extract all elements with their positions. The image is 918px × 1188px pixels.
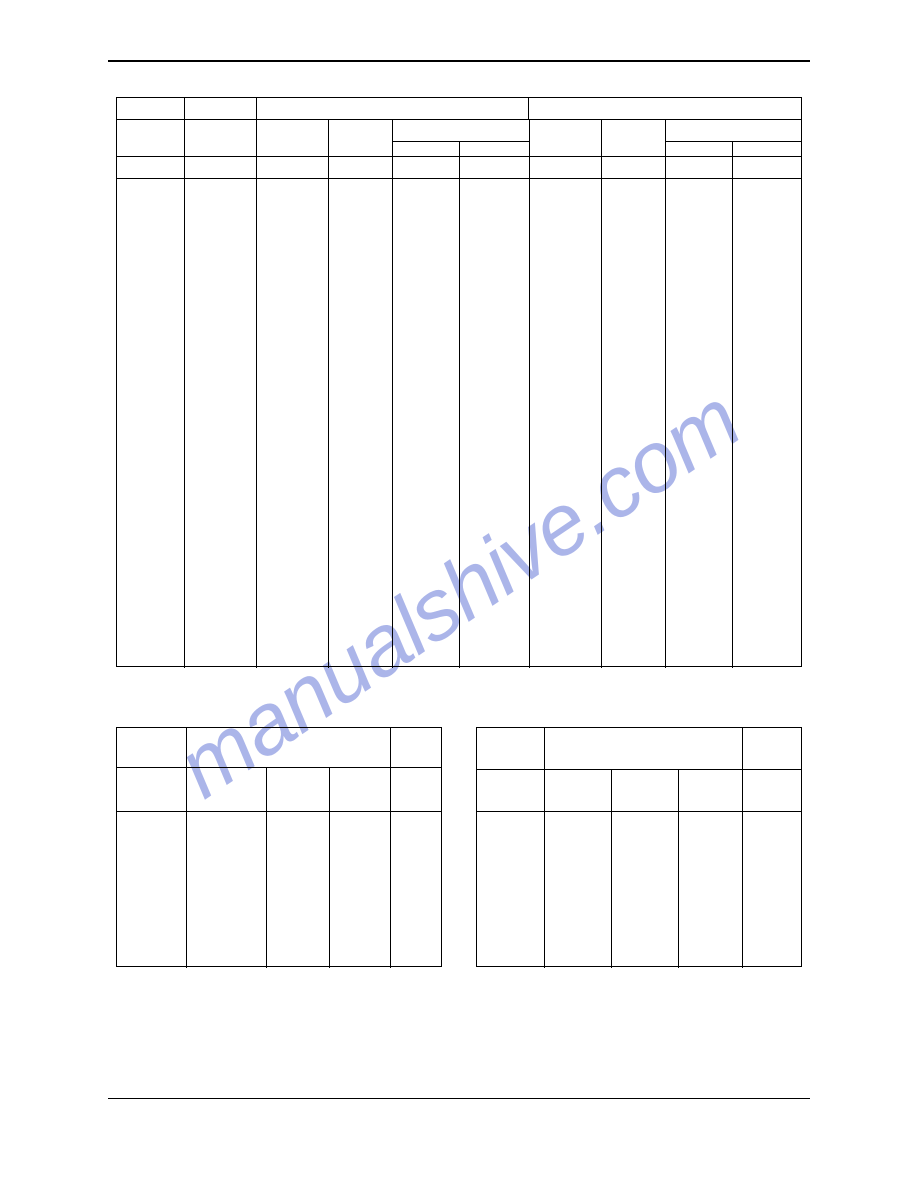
main-table-header-row-1 (117, 98, 801, 120)
cell (393, 157, 460, 178)
cell (329, 142, 393, 156)
cell (666, 157, 733, 178)
right-table-body-col-2 (545, 812, 612, 968)
left-table-col-2-header (187, 768, 267, 811)
cell (117, 768, 187, 811)
main-table-body-col-9 (666, 179, 733, 668)
main-table-body-col-8 (602, 179, 666, 668)
main-table-body-col-10 (733, 179, 802, 668)
cell (477, 770, 545, 811)
right-table-col-3-header (612, 770, 679, 811)
main-table-g2-sub4 (733, 142, 802, 156)
main-table-g1-sub34 (393, 120, 530, 142)
cell (530, 142, 602, 156)
main-table-group-1-header (257, 98, 529, 119)
cell (602, 142, 666, 156)
right-table-body-col-3 (612, 812, 679, 968)
left-table-col-4-header (330, 768, 391, 811)
main-table-header-row-4 (117, 157, 801, 179)
main-table-g2-sub34 (666, 120, 802, 142)
right-table (476, 727, 802, 967)
left-table-col-3-header (267, 768, 330, 811)
left-table-body (117, 812, 441, 968)
cell (743, 770, 801, 811)
left-table (116, 727, 442, 967)
main-table-body-col-3 (257, 179, 329, 668)
left-table-header-row-1 (117, 728, 441, 768)
cell (117, 120, 185, 142)
right-table-header-row-1 (477, 728, 801, 770)
right-table-body (477, 812, 801, 968)
main-table-body-col-4 (329, 179, 393, 668)
main-table-body-col-1 (117, 179, 185, 668)
main-table-body-col-7 (530, 179, 602, 668)
document-page (108, 60, 810, 967)
main-table-g2-sub3 (666, 142, 733, 156)
main-table-header-row-2 (117, 120, 801, 142)
main-table-body-col-5 (393, 179, 460, 668)
left-table-header-row-2 (117, 768, 441, 812)
main-table-group-2-header (529, 98, 801, 119)
right-table-col-4-header (679, 770, 743, 811)
main-table-header-row-3 (117, 142, 801, 157)
main-table-body-col-6 (460, 179, 530, 668)
cell (257, 157, 329, 178)
cell (117, 157, 185, 178)
cell (117, 142, 185, 156)
main-table-body-col-2 (185, 179, 257, 668)
right-table-middle-header (545, 728, 743, 769)
cell (733, 157, 802, 178)
bottom-rule (108, 1098, 810, 1099)
right-table-body-col-5 (743, 812, 801, 968)
main-table-g1-sub4 (460, 142, 530, 156)
right-table-body-col-4 (679, 812, 743, 968)
top-rule (108, 60, 810, 62)
cell (530, 157, 602, 178)
left-table-body-col-5 (391, 812, 441, 968)
cell (185, 142, 257, 156)
right-table-col-2-header (545, 770, 612, 811)
right-table-body-col-1 (477, 812, 545, 968)
cell (329, 157, 393, 178)
main-table-g1-sub3 (393, 142, 460, 156)
cell (185, 120, 257, 142)
cell (602, 157, 666, 178)
cell (391, 768, 441, 811)
left-table-body-col-4 (330, 812, 391, 968)
lower-tables-row (116, 727, 810, 967)
cell (460, 157, 530, 178)
cell (185, 157, 257, 178)
cell (257, 142, 329, 156)
left-table-body-col-3 (267, 812, 330, 968)
left-table-body-col-2 (187, 812, 267, 968)
right-table-header-row-2 (477, 770, 801, 812)
left-table-middle-header (187, 728, 391, 767)
main-table-body (117, 179, 801, 668)
main-table (116, 97, 802, 667)
left-table-body-col-1 (117, 812, 187, 968)
